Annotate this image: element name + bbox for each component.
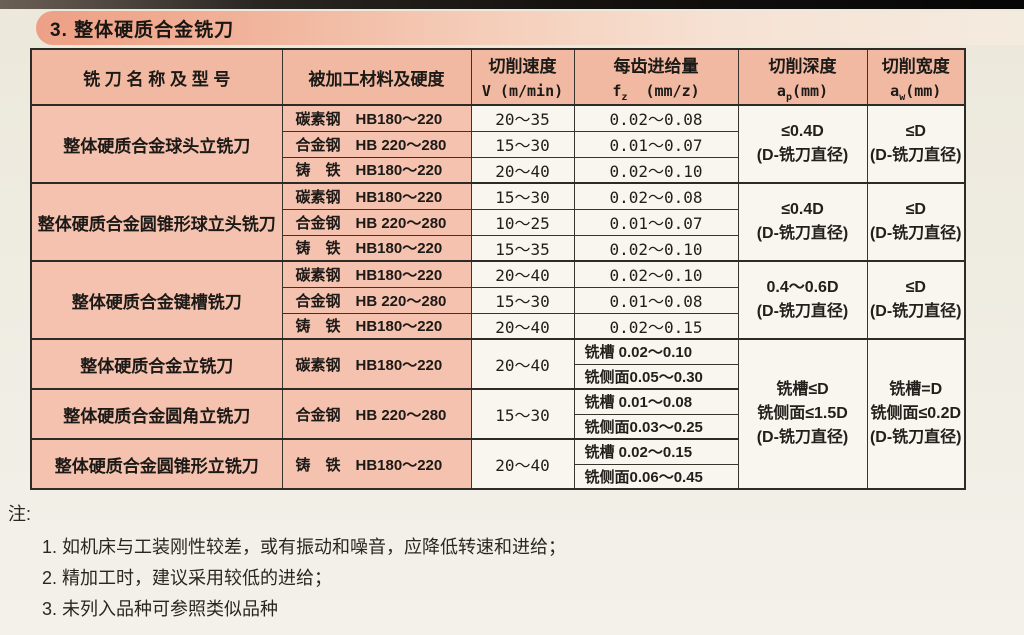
cutting-speed-cell: 15～35 — [470, 234, 575, 262]
material-cell: 铸 铁 HB180～220 — [281, 156, 472, 184]
feed-side-cell: 铣侧面0.06～0.45 — [573, 463, 739, 490]
material-cell: 铸 铁 HB180～220 — [281, 312, 472, 340]
cutter-name-cell: 整体硬质合金圆锥形球立头铣刀 — [30, 182, 283, 262]
note-item: 3. 未列入品种可参照类似品种 — [42, 599, 279, 619]
column-header-cutter-name: 铣 刀 名 称 及 型 号 — [30, 48, 283, 106]
cutting-speed-cell: 15～30 — [470, 182, 575, 210]
note-item: 1. 如机床与工装刚性较差，或有振动和噪音，应降低转速和进给； — [42, 537, 567, 557]
header-symbol: V (m/min) — [481, 81, 564, 100]
column-header-cutting-width: 切削宽度 aw(mm) — [866, 48, 966, 106]
notes-label: 注: — [8, 504, 32, 524]
header-label: 切削速度 — [488, 56, 557, 76]
cutter-name-cell: 整体硬质合金球头立铣刀 — [30, 104, 283, 184]
width-cell: ≤D (D-铣刀直径) — [866, 260, 966, 340]
cutting-speed-cell: 15～30 — [470, 286, 575, 314]
page-top-decorative-bar — [0, 0, 1024, 9]
cutting-speed-cell: 20～35 — [470, 104, 575, 132]
feed-side-cell: 铣侧面0.05～0.30 — [573, 363, 739, 390]
header-symbol: aw(mm) — [890, 81, 942, 103]
material-cell: 碳素钢 HB180～220 — [281, 338, 472, 390]
material-cell: 合金钢 HB 220～280 — [281, 208, 472, 236]
material-cell: 合金钢 HB 220～280 — [281, 286, 472, 314]
feed-cell: 0.02～0.08 — [573, 182, 739, 210]
header-label: 切削宽度 — [881, 56, 950, 76]
column-header-feed-per-tooth: 每齿进给量 fz (mm/z) — [573, 48, 739, 106]
cutting-parameters-table-wrap: 铣 刀 名 称 及 型 号 被加工材料及硬度 切削速度 V (m/min) 每齿… — [30, 48, 966, 490]
feed-cell: 0.02～0.15 — [573, 312, 739, 340]
feed-side-cell: 铣侧面0.03～0.25 — [573, 413, 739, 440]
width-cell: 铣槽=D 铣侧面≤0.2D (D-铣刀直径) — [866, 338, 966, 490]
cutting-speed-cell: 20～40 — [470, 338, 575, 390]
cutter-name-cell: 整体硬质合金立铣刀 — [30, 338, 283, 390]
material-cell: 铸 铁 HB180～220 — [281, 438, 472, 490]
cutting-speed-cell: 15～30 — [470, 388, 575, 440]
material-cell: 碳素钢 HB180～220 — [281, 104, 472, 132]
feed-cell: 0.02～0.08 — [573, 104, 739, 132]
cutting-speed-cell: 20～40 — [470, 438, 575, 490]
note-item: 2. 精加工时，建议采用较低的进给； — [42, 568, 333, 588]
feed-cell: 0.02～0.10 — [573, 260, 739, 288]
feed-cell: 0.01～0.08 — [573, 286, 739, 314]
width-cell: ≤D (D-铣刀直径) — [866, 182, 966, 262]
cutting-speed-cell: 10～25 — [470, 208, 575, 236]
material-cell: 合金钢 HB 220～280 — [281, 388, 472, 440]
width-cell: ≤D (D-铣刀直径) — [866, 104, 966, 184]
cutter-name-cell: 整体硬质合金圆角立铣刀 — [30, 388, 283, 440]
feed-cell: 0.02～0.10 — [573, 234, 739, 262]
depth-cell: ≤0.4D (D-铣刀直径) — [737, 104, 868, 184]
page-title: 3. 整体硬质合金铣刀 — [50, 19, 235, 41]
notes-section: 注: 1. 如机床与工装刚性较差，或有振动和噪音，应降低转速和进给； 2. 精加… — [8, 500, 968, 625]
column-header-cutting-speed: 切削速度 V (m/min) — [470, 48, 575, 106]
column-header-material: 被加工材料及硬度 — [281, 48, 472, 106]
cutter-name-cell: 整体硬质合金圆锥形立铣刀 — [30, 438, 283, 490]
depth-cell: 铣槽≤D 铣侧面≤1.5D (D-铣刀直径) — [737, 338, 868, 490]
feed-cell: 0.02～0.10 — [573, 156, 739, 184]
depth-cell: 0.4～0.6D (D-铣刀直径) — [737, 260, 868, 340]
header-symbol: fz (mm/z) — [612, 81, 700, 103]
cutting-parameters-table: 铣 刀 名 称 及 型 号 被加工材料及硬度 切削速度 V (m/min) 每齿… — [30, 48, 966, 490]
feed-cell: 0.01～0.07 — [573, 208, 739, 236]
cutting-speed-cell: 15～30 — [470, 130, 575, 158]
feed-cell: 0.01～0.07 — [573, 130, 739, 158]
depth-cell: ≤0.4D (D-铣刀直径) — [737, 182, 868, 262]
cutting-speed-cell: 20～40 — [470, 312, 575, 340]
header-label: 切削深度 — [768, 56, 837, 76]
material-cell: 碳素钢 HB180～220 — [281, 182, 472, 210]
material-cell: 合金钢 HB 220～280 — [281, 130, 472, 158]
header-label: 被加工材料及硬度 — [308, 69, 445, 89]
cutting-speed-cell: 20～40 — [470, 156, 575, 184]
column-header-cutting-depth: 切削深度 ap(mm) — [737, 48, 868, 106]
material-cell: 碳素钢 HB180～220 — [281, 260, 472, 288]
section-title-band: 3. 整体硬质合金铣刀 — [36, 11, 1024, 45]
header-label: 每齿进给量 — [613, 56, 699, 76]
cutter-name-cell: 整体硬质合金键槽铣刀 — [30, 260, 283, 340]
feed-slot-cell: 铣槽 0.02～0.15 — [573, 438, 739, 465]
feed-slot-cell: 铣槽 0.01～0.08 — [573, 388, 739, 415]
feed-slot-cell: 铣槽 0.02～0.10 — [573, 338, 739, 365]
material-cell: 铸 铁 HB180～220 — [281, 234, 472, 262]
header-label: 铣 刀 名 称 及 型 号 — [83, 69, 231, 89]
cutting-speed-cell: 20～40 — [470, 260, 575, 288]
header-symbol: ap(mm) — [776, 81, 829, 103]
